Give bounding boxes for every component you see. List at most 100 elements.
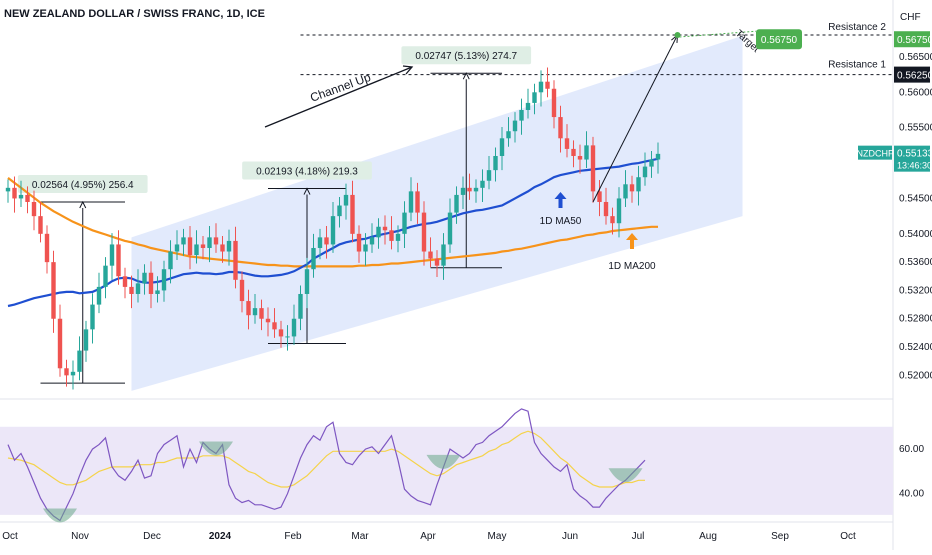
rsi-band xyxy=(0,426,893,515)
candle xyxy=(64,359,69,387)
candle xyxy=(486,155,492,190)
price-tick-label: 0.53600 xyxy=(899,257,932,268)
candle xyxy=(220,235,225,263)
time-tick-label: Nov xyxy=(71,531,89,542)
candle-body xyxy=(44,233,50,263)
measure-label-box xyxy=(242,161,372,180)
candle-body xyxy=(38,216,43,234)
candle-body xyxy=(350,194,355,234)
candle xyxy=(5,179,11,203)
candle xyxy=(246,289,251,330)
candle xyxy=(70,360,76,390)
candle-body xyxy=(512,120,518,132)
candle xyxy=(610,207,615,235)
candle-body xyxy=(460,187,466,195)
symbol-tag-text: NZDCHF xyxy=(857,149,894,159)
ma200-arrow xyxy=(626,233,638,249)
candle xyxy=(109,233,115,280)
candle-body xyxy=(285,336,290,338)
measure-arrowhead xyxy=(79,200,87,209)
candle xyxy=(343,183,349,220)
candle xyxy=(90,293,95,344)
candle xyxy=(337,197,342,228)
candle xyxy=(259,299,264,331)
candle xyxy=(174,230,180,261)
candle xyxy=(57,304,63,377)
candle xyxy=(538,70,544,107)
candle-body xyxy=(70,371,76,376)
candle xyxy=(499,126,505,171)
candle-body xyxy=(369,237,375,245)
candle-body xyxy=(129,286,134,294)
candle-body xyxy=(330,216,336,245)
candle-body xyxy=(447,212,453,245)
candle xyxy=(415,182,420,224)
resistance-1-label: Resistance 1 xyxy=(828,60,886,71)
candle xyxy=(285,325,290,351)
candle-body xyxy=(382,226,388,231)
candle xyxy=(616,187,622,238)
candle-body xyxy=(363,244,368,252)
rsi-bottom-highlight xyxy=(199,441,233,456)
candle-body xyxy=(207,237,212,248)
candle-body xyxy=(584,145,589,160)
candle-body xyxy=(278,329,284,337)
candle xyxy=(512,112,518,143)
ma50-label: 1D MA50 xyxy=(540,216,582,227)
candle xyxy=(226,229,232,266)
candle-body xyxy=(168,251,173,270)
candle-body xyxy=(148,272,154,294)
candle xyxy=(506,117,511,147)
target-value: 0.56750 xyxy=(761,35,798,46)
candle xyxy=(558,105,563,153)
candle-body xyxy=(376,226,381,238)
time-tick-label: Jun xyxy=(562,531,578,542)
candle xyxy=(493,147,498,182)
candle-body xyxy=(31,201,37,217)
candle xyxy=(655,142,661,174)
candle xyxy=(207,226,212,263)
candle-body xyxy=(220,244,225,252)
candle-body xyxy=(233,240,238,280)
candle xyxy=(330,201,336,253)
candle-body xyxy=(642,166,648,178)
candle-body xyxy=(571,148,576,156)
candle-body xyxy=(194,244,199,256)
candle-body xyxy=(51,262,56,319)
time-tick-label: Sep xyxy=(771,531,789,542)
candle xyxy=(12,176,17,213)
rsi-line xyxy=(7,408,646,522)
time-tick-label: Mar xyxy=(351,531,369,542)
candle xyxy=(252,293,258,324)
candle xyxy=(200,235,206,260)
candle-body xyxy=(226,240,232,252)
candle xyxy=(532,83,537,115)
candle xyxy=(96,272,102,314)
time-tick-label: Dec xyxy=(143,531,161,542)
candle-body xyxy=(311,247,316,270)
chart-title: NEW ZEALAND DOLLAR / SWISS FRANC, 1D, IC… xyxy=(4,8,265,20)
candle-body xyxy=(174,244,180,252)
candle xyxy=(350,180,355,243)
candle-body xyxy=(343,194,349,206)
time-tick-label: Oct xyxy=(840,531,856,542)
symbol-tag xyxy=(858,145,892,160)
candle xyxy=(454,186,459,224)
rsi-background-band xyxy=(0,426,893,515)
candle xyxy=(382,215,388,245)
price-tick-label: 0.54000 xyxy=(899,229,932,240)
candle-body xyxy=(304,269,310,294)
candle-body xyxy=(25,194,30,202)
candle xyxy=(77,336,82,381)
candle xyxy=(311,233,316,278)
measure-label: 0.02193 (4.18%) 219.3 xyxy=(256,167,358,178)
ma200-line xyxy=(7,177,658,268)
candle-body xyxy=(389,230,394,241)
time-tick-label: Oct xyxy=(2,531,18,542)
candle-body xyxy=(265,318,271,323)
price-tick-label: 0.56000 xyxy=(899,87,932,98)
price-tick-label: 0.54500 xyxy=(899,193,932,204)
candle-body xyxy=(603,201,609,217)
candle xyxy=(571,140,576,168)
